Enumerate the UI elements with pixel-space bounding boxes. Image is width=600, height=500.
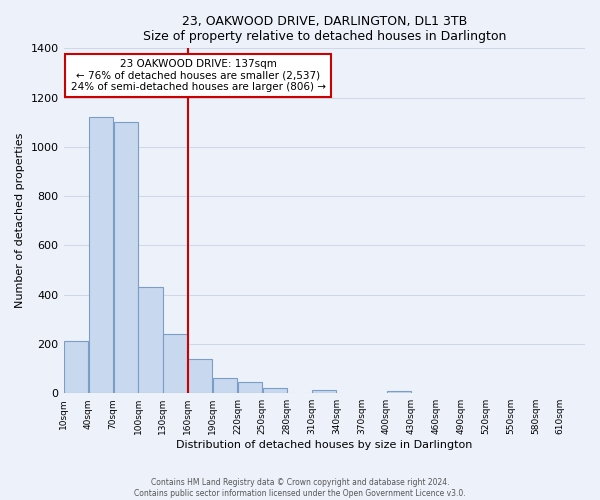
Text: Contains HM Land Registry data © Crown copyright and database right 2024.
Contai: Contains HM Land Registry data © Crown c… <box>134 478 466 498</box>
Text: 23 OAKWOOD DRIVE: 137sqm
← 76% of detached houses are smaller (2,537)
24% of sem: 23 OAKWOOD DRIVE: 137sqm ← 76% of detach… <box>71 59 326 92</box>
Bar <box>113 122 138 393</box>
Bar <box>163 334 187 393</box>
Bar <box>263 388 287 393</box>
Bar <box>188 358 212 393</box>
Bar <box>213 378 237 393</box>
Title: 23, OAKWOOD DRIVE, DARLINGTON, DL1 3TB
Size of property relative to detached hou: 23, OAKWOOD DRIVE, DARLINGTON, DL1 3TB S… <box>143 15 506 43</box>
X-axis label: Distribution of detached houses by size in Darlington: Distribution of detached houses by size … <box>176 440 472 450</box>
Bar <box>238 382 262 393</box>
Bar <box>139 288 163 393</box>
Y-axis label: Number of detached properties: Number of detached properties <box>15 133 25 308</box>
Bar <box>386 390 411 393</box>
Bar <box>64 342 88 393</box>
Bar <box>89 118 113 393</box>
Bar <box>312 390 337 393</box>
